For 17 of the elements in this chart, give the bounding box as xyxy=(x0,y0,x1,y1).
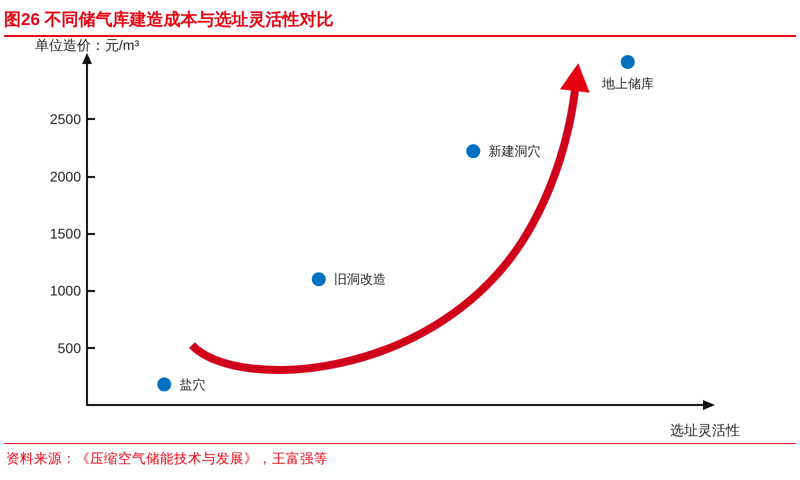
series-label: 旧洞改造 xyxy=(334,272,386,287)
point xyxy=(157,377,172,392)
y-tick-label: 1000 xyxy=(50,282,82,299)
y-tick-label: 2000 xyxy=(50,168,82,184)
series-label: 新建洞穴 xyxy=(488,144,540,159)
y-tick-label: 500 xyxy=(58,340,82,356)
point xyxy=(620,55,635,69)
y-tick-label: 2500 xyxy=(50,111,82,128)
x-axis-title: 选址灵活性 xyxy=(670,422,740,438)
chart-title: 图26 不同储气库建造成本与选址灵活性对比 xyxy=(4,9,334,31)
point xyxy=(466,144,480,158)
y-tick-label: 1500 xyxy=(50,226,82,242)
text: 资料来源：《压缩空气储能技术与发展》，王富强等 xyxy=(6,450,328,468)
series-label: 盐穴 xyxy=(179,376,206,392)
series-label: 地上储库 xyxy=(600,76,654,91)
point xyxy=(312,272,326,286)
y-axis-title: 单位造价：元/m³ xyxy=(34,37,140,53)
